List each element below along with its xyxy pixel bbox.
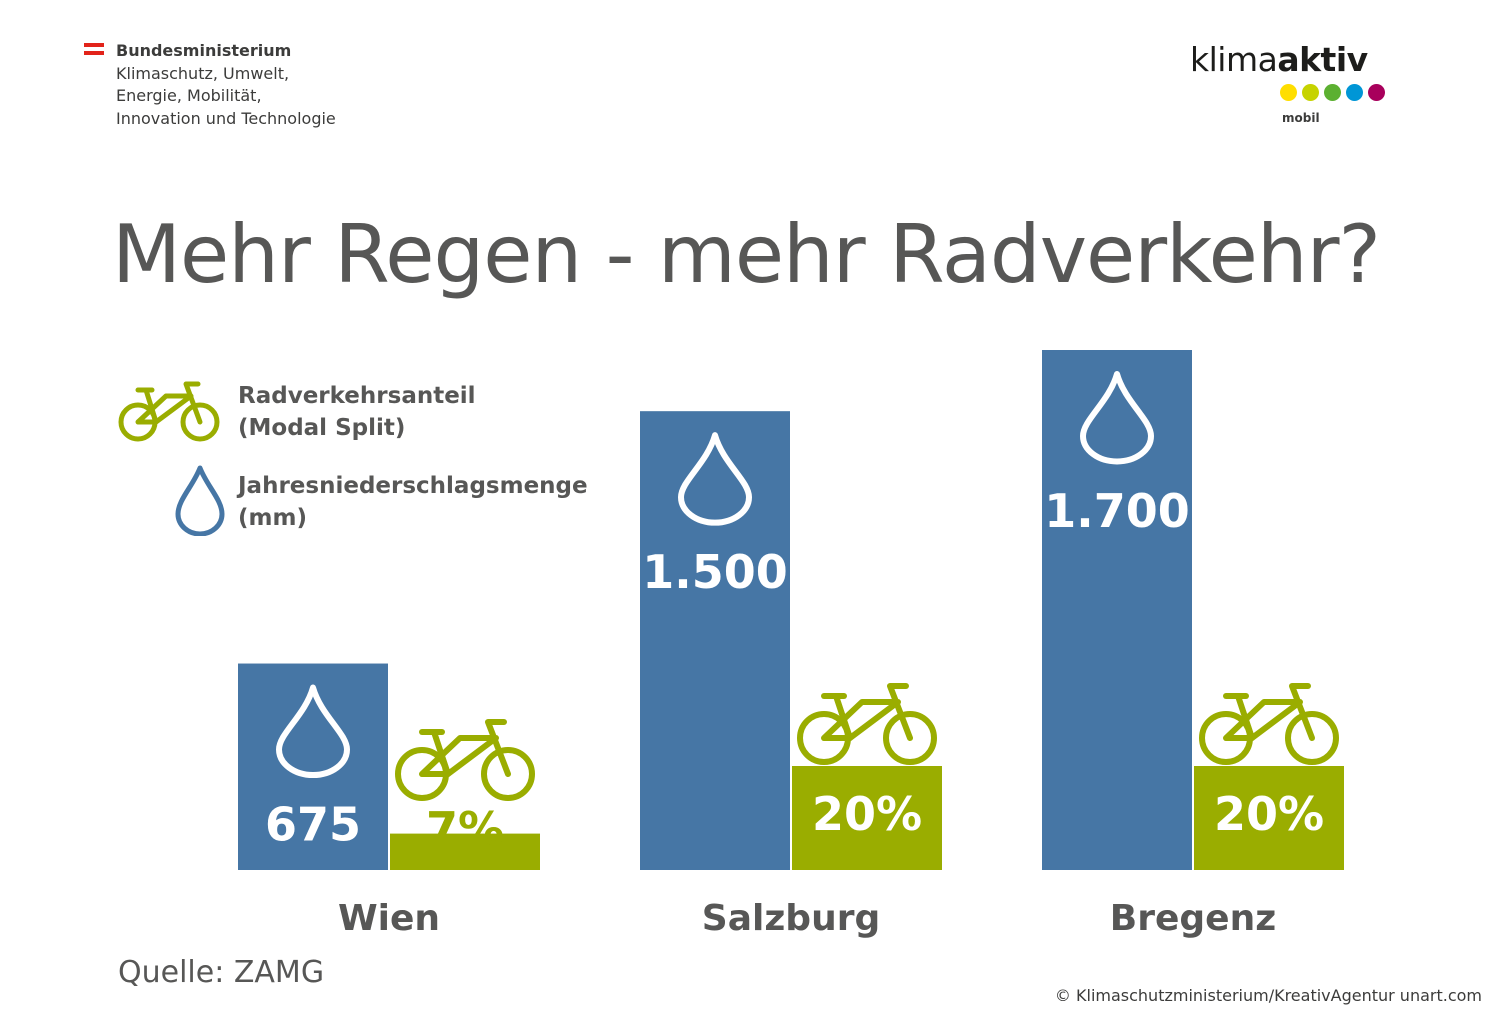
copyright-credit: © Klimaschutzministerium/KreativAgentur …	[1054, 986, 1482, 1005]
rain-bar	[238, 663, 388, 870]
raindrop-icon	[678, 432, 752, 526]
rain-bar	[640, 411, 790, 870]
logo-wordmark: klimaaktiv	[1190, 40, 1368, 79]
bicycle-icon	[1199, 683, 1339, 765]
category-label: Salzburg	[702, 898, 880, 939]
rain-value-label: 675	[265, 798, 361, 852]
bike-bar	[390, 833, 540, 870]
logo-dot	[1368, 84, 1385, 101]
logo-dot	[1346, 84, 1363, 101]
rain-value-label: 1.700	[1044, 484, 1190, 538]
rain-value-label: 1.500	[642, 545, 788, 599]
legend-bicycle-icon	[118, 381, 220, 442]
chart-title: Mehr Regen - mehr Radverkehr?	[112, 208, 1381, 301]
ministry-line-2: Klimaschutz, Umwelt,	[116, 63, 290, 83]
legend-raindrop-icon	[175, 465, 225, 536]
bike-bar	[1194, 766, 1344, 870]
bicycle-icon	[797, 683, 937, 765]
raindrop-icon	[276, 684, 350, 779]
logo-dot	[1302, 84, 1319, 101]
austria-flag-icon	[84, 43, 104, 55]
klimaaktiv-logo: klimaaktiv mobil	[1190, 40, 1390, 130]
bicycle-icon	[395, 719, 535, 801]
legend-rain-label-1: Jahresniederschlagsmenge	[238, 473, 588, 499]
legend-bike-label-1: Radverkehrsanteil	[238, 383, 476, 409]
logo-sub: mobil	[1282, 111, 1320, 125]
legend-rain-label-2: (mm)	[238, 505, 307, 531]
ministry-line-4: Innovation und Technologie	[116, 108, 336, 128]
legend-bike-label-2: (Modal Split)	[238, 415, 406, 441]
bike-bar	[792, 766, 942, 870]
raindrop-icon	[1080, 371, 1154, 465]
category-label: Bregenz	[1110, 898, 1276, 939]
rain-bar	[1042, 350, 1192, 870]
legend: Radverkehrsanteil (Modal Split) Jahresni…	[116, 378, 596, 538]
source-note: Quelle: ZAMG	[118, 955, 325, 990]
logo-dot	[1324, 84, 1341, 101]
bike-value-label: 20%	[812, 787, 922, 841]
ministry-line-1: Bundesministerium	[116, 41, 292, 60]
bike-value-label: 20%	[1214, 787, 1324, 841]
bike-value-label: 7%	[426, 802, 504, 856]
category-label: Wien	[338, 898, 440, 939]
ministry-line-3: Energie, Mobilität,	[116, 86, 262, 105]
logo-dot	[1280, 84, 1297, 101]
ministry-name: Bundesministerium Klimaschutz, Umwelt, E…	[116, 40, 436, 130]
